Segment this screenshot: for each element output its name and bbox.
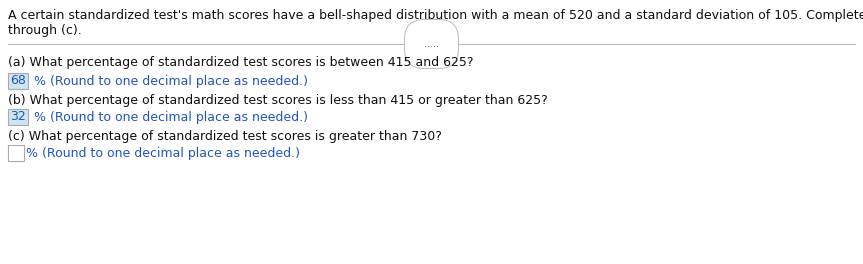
Bar <box>8 145 24 161</box>
Text: % (Round to one decimal place as needed.): % (Round to one decimal place as needed.… <box>30 74 308 87</box>
Text: (b) What percentage of standardized test scores is less than 415 or greater than: (b) What percentage of standardized test… <box>8 94 548 107</box>
Bar <box>8 73 28 89</box>
Bar <box>8 109 28 125</box>
Text: .....: ..... <box>424 39 439 49</box>
Text: % (Round to one decimal place as needed.): % (Round to one decimal place as needed.… <box>30 111 308 124</box>
Text: % (Round to one decimal place as needed.): % (Round to one decimal place as needed.… <box>26 147 300 159</box>
Text: through (c).: through (c). <box>8 24 82 37</box>
Text: 32: 32 <box>10 111 26 124</box>
Text: 68: 68 <box>10 74 26 87</box>
Text: (c) What percentage of standardized test scores is greater than 730?: (c) What percentage of standardized test… <box>8 130 442 143</box>
Text: A certain standardized test's math scores have a bell-shaped distribution with a: A certain standardized test's math score… <box>8 9 863 22</box>
Text: (a) What percentage of standardized test scores is between 415 and 625?: (a) What percentage of standardized test… <box>8 56 474 69</box>
